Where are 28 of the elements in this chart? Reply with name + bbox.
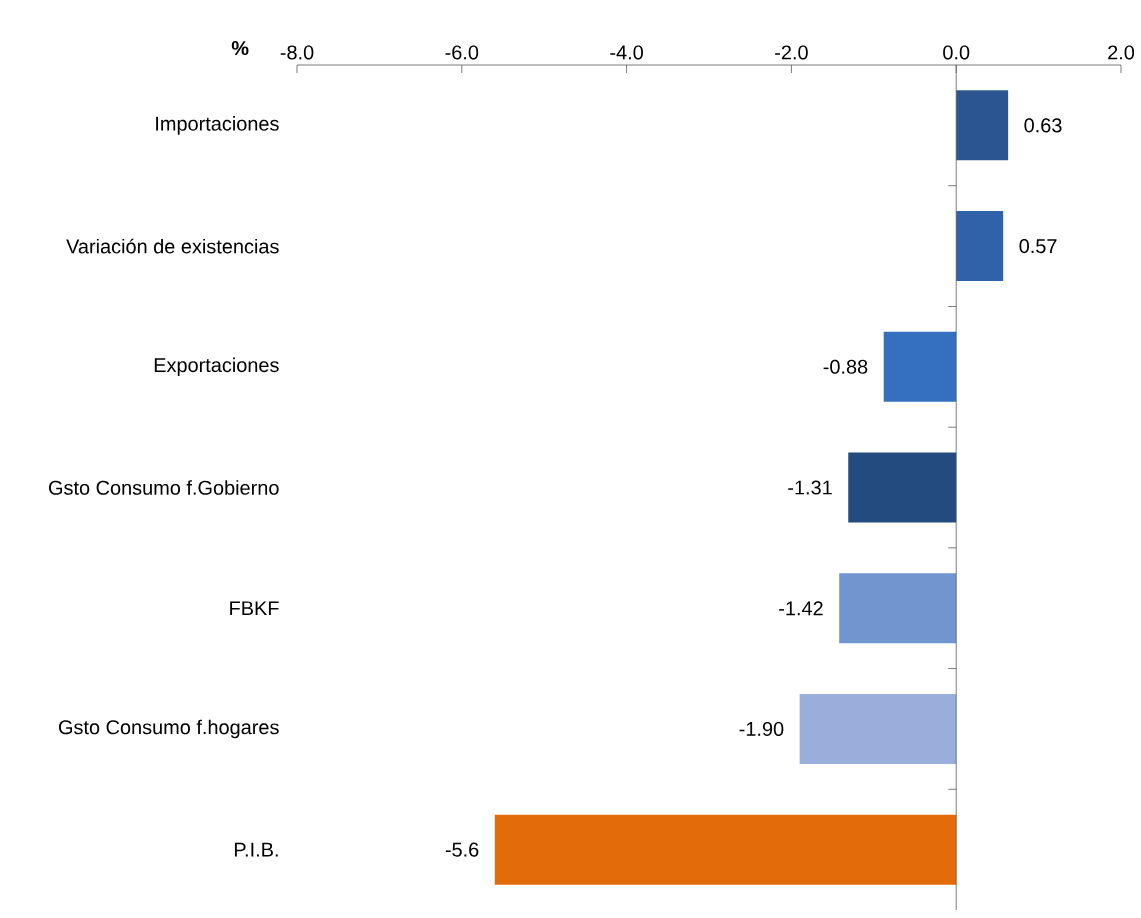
data-label: -1.90 xyxy=(739,721,784,736)
x-tick-label: -2.0 xyxy=(775,45,808,60)
x-tick-label: -8.0 xyxy=(280,45,314,60)
y-axis-title: % xyxy=(231,41,249,56)
y-tick-label: Variación de existencias xyxy=(66,238,279,254)
data-label: -1.42 xyxy=(779,601,823,616)
data-label: 0.63 xyxy=(1024,118,1062,133)
y-tick-label: FBKF xyxy=(230,601,279,616)
data-label: -5.6 xyxy=(445,842,479,857)
bar xyxy=(848,452,957,523)
bar xyxy=(839,573,957,644)
y-tick-label: Gsto Consumo f.Gobierno xyxy=(49,480,279,495)
y-tick-label: Exportaciones xyxy=(154,357,279,377)
y-tick-label: Importaciones xyxy=(156,116,279,135)
bar xyxy=(956,211,1004,282)
y-tick-label: Gsto Consumo f.hogares xyxy=(58,719,279,739)
x-tick-label: -4.0 xyxy=(610,45,643,60)
x-tick-label: 2.0 xyxy=(1108,45,1135,60)
bar xyxy=(883,331,957,402)
data-label: -1.31 xyxy=(788,480,832,495)
data-label: -0.88 xyxy=(823,359,868,374)
bar xyxy=(494,814,957,885)
x-tick-label: -6.0 xyxy=(445,45,479,60)
bar xyxy=(799,693,957,764)
x-tick-label: 0.0 xyxy=(943,45,970,60)
bar xyxy=(956,90,1009,161)
data-label: 0.57 xyxy=(1019,239,1057,254)
y-tick-label: P.I.B. xyxy=(234,842,278,857)
